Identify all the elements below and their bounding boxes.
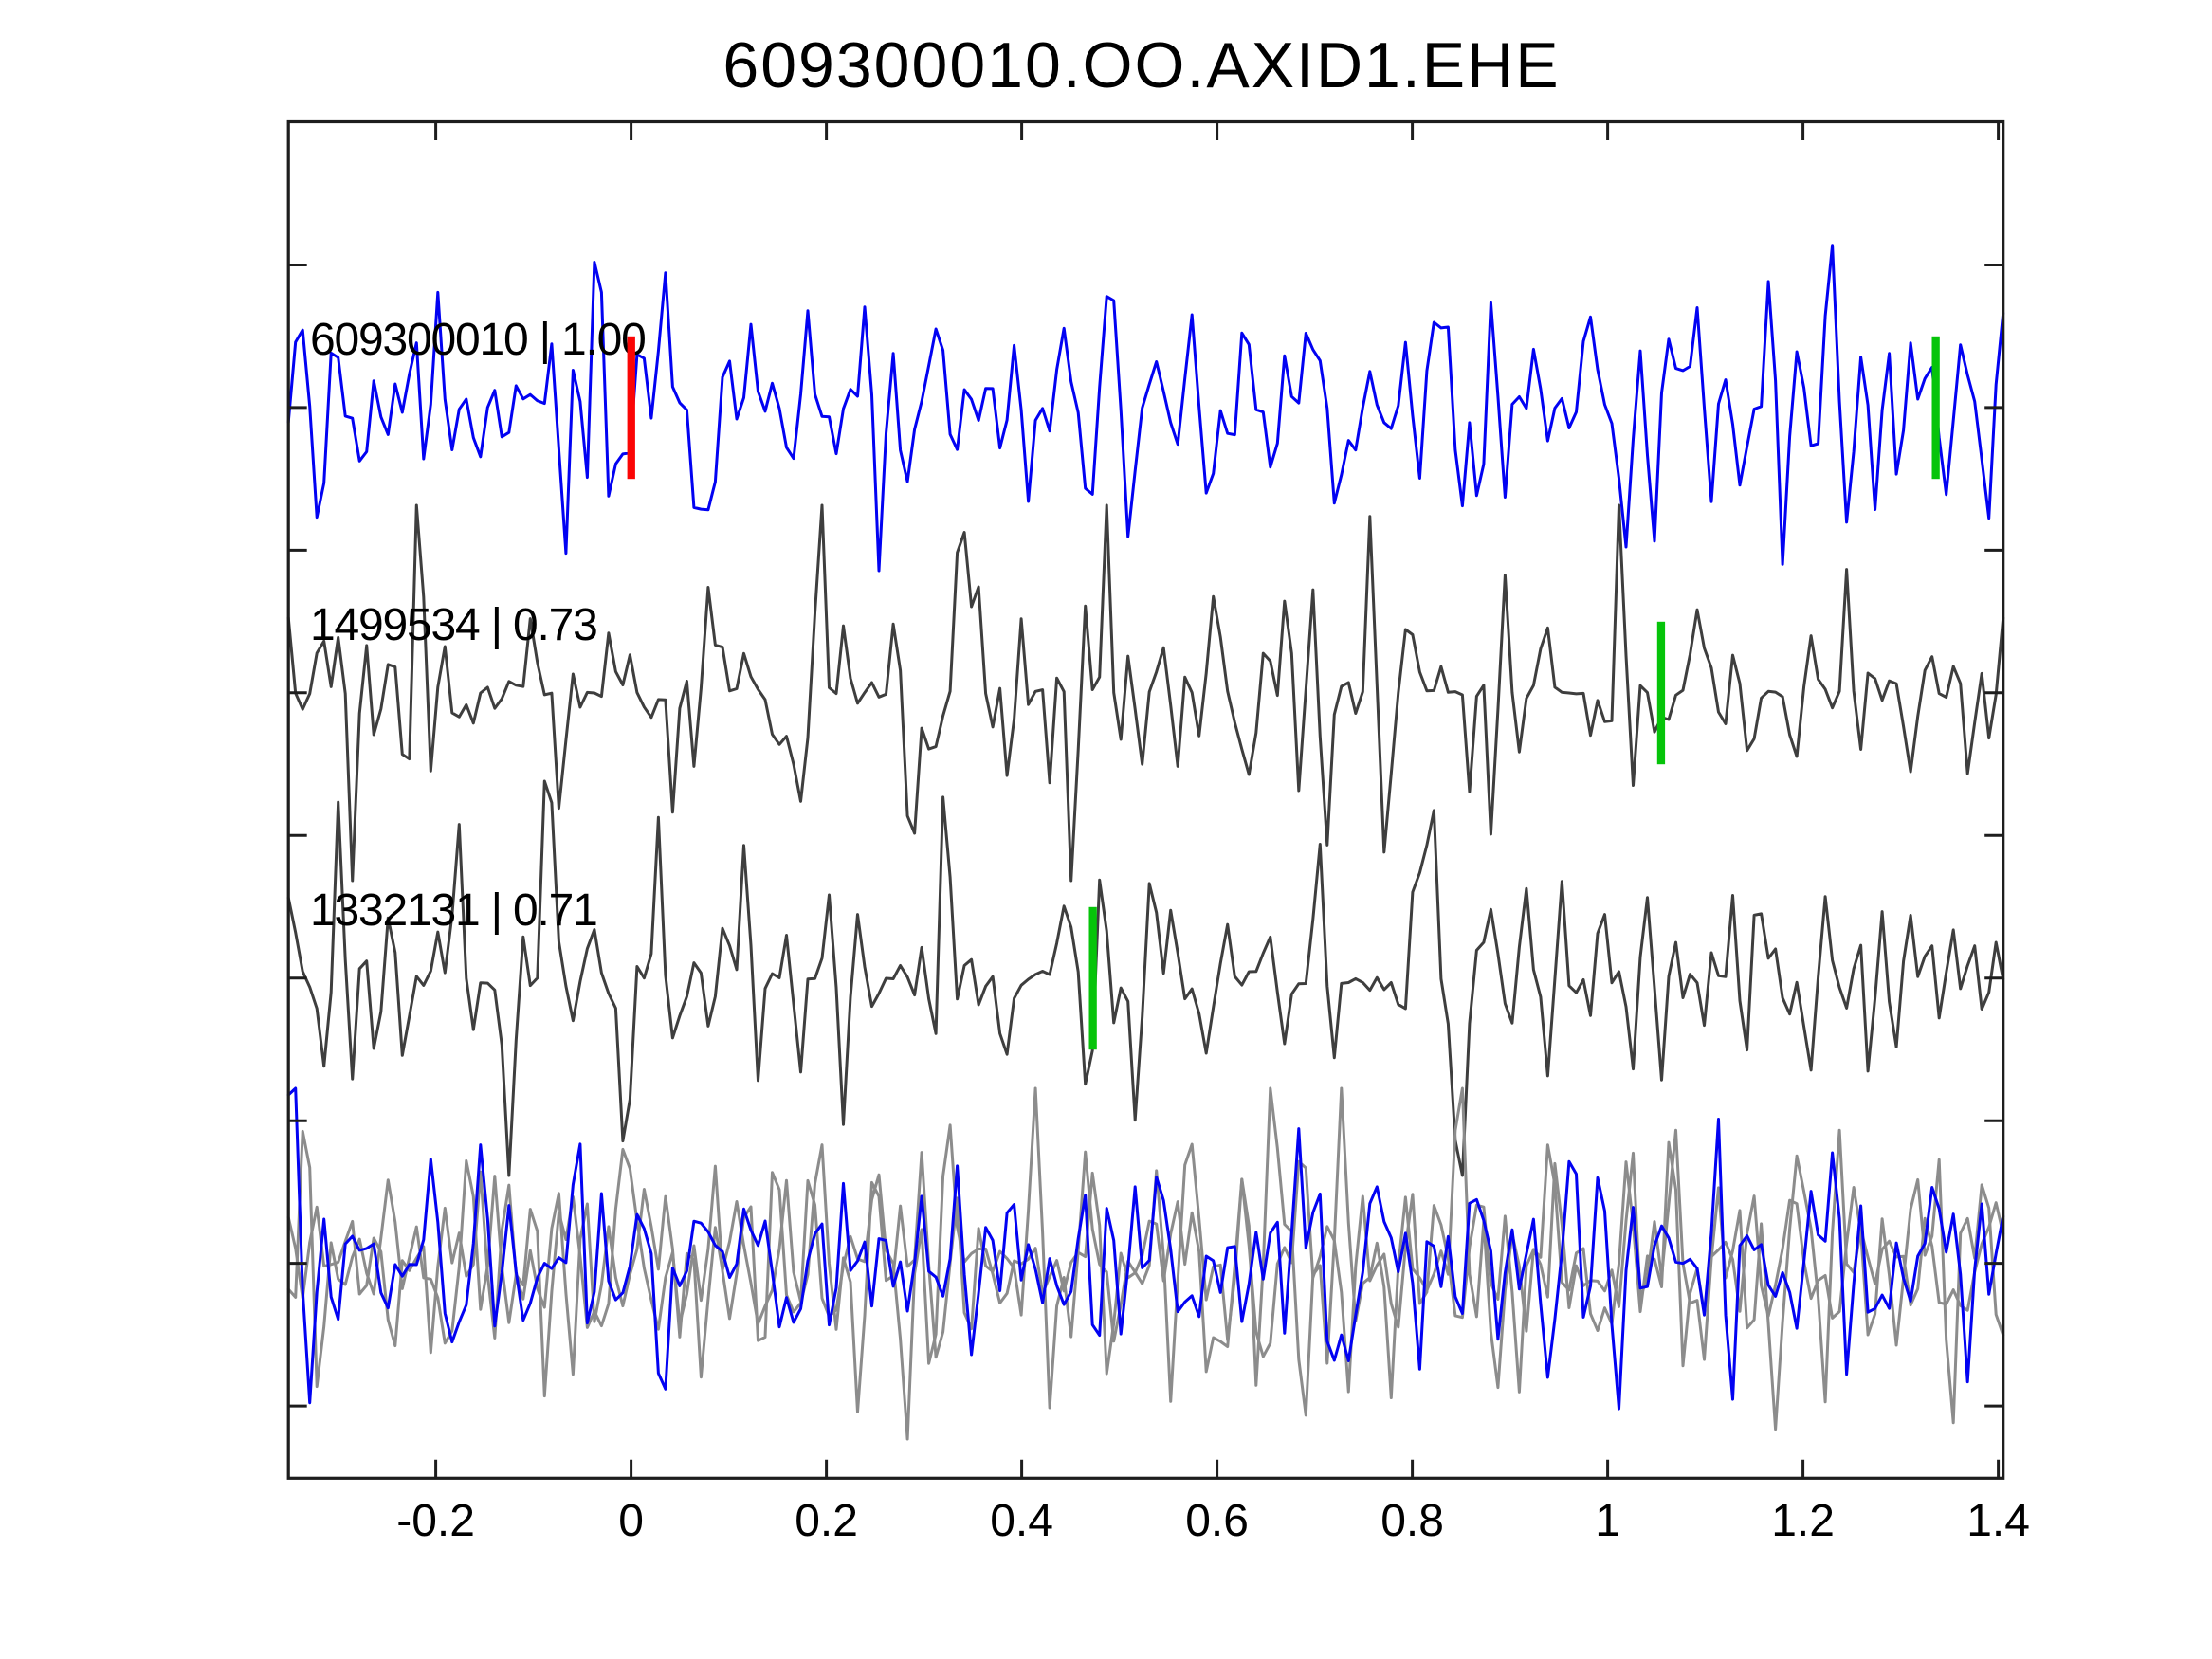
svg-text:0.6: 0.6 — [1185, 1496, 1249, 1546]
svg-text:1.4: 1.4 — [1966, 1496, 2030, 1546]
svg-text:0.4: 0.4 — [990, 1496, 1053, 1546]
svg-text:1: 1 — [1595, 1496, 1620, 1546]
svg-text:0.2: 0.2 — [795, 1496, 858, 1546]
svg-text:1499534 | 0.73: 1499534 | 0.73 — [310, 600, 597, 650]
svg-text:609300010.OO.AXID1.EHE: 609300010.OO.AXID1.EHE — [722, 29, 1560, 101]
svg-text:0.8: 0.8 — [1380, 1496, 1444, 1546]
svg-text:-0.2: -0.2 — [396, 1496, 475, 1546]
svg-text:1332131 | 0.71: 1332131 | 0.71 — [310, 885, 597, 936]
svg-text:0: 0 — [618, 1496, 644, 1546]
svg-text:609300010 | 1.00: 609300010 | 1.00 — [310, 315, 646, 365]
svg-text:1.2: 1.2 — [1771, 1496, 1835, 1546]
